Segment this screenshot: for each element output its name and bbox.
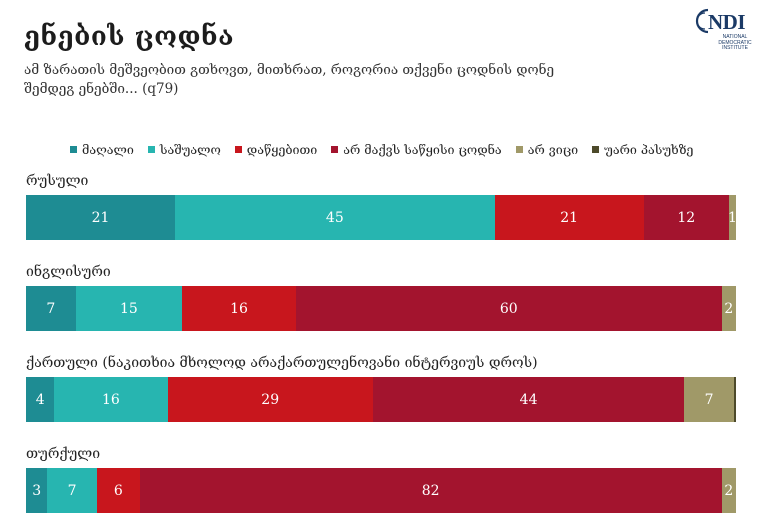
legend-label: არ ვიცი: [527, 141, 579, 157]
data-label: 21: [91, 209, 110, 226]
data-label: 7: [46, 300, 56, 317]
logo-text: NDI: [708, 10, 746, 34]
bar-row: 3 7 6 82 2: [26, 468, 736, 513]
bar-segment: 21: [26, 195, 176, 240]
legend-label: საშუალო: [159, 141, 221, 157]
chart-title: ენების ცოდნა: [24, 22, 235, 52]
data-label: 21: [560, 209, 579, 226]
legend-label: დაწყებითი: [246, 141, 318, 157]
data-label: 45: [325, 209, 344, 226]
data-label: 82: [421, 482, 440, 499]
bar-segment: 16: [54, 377, 168, 422]
bar-segment: 21: [494, 195, 644, 240]
data-label: 7: [67, 482, 77, 499]
bar-segment: 60: [295, 286, 722, 331]
data-label: 29: [261, 391, 280, 408]
globe-icon: [695, 8, 709, 34]
bar-segment: 12: [643, 195, 729, 240]
bar-segment: 16: [182, 286, 296, 331]
bar-row: 4 16 29 44 7: [26, 377, 736, 422]
bar-segment: 6: [97, 468, 140, 513]
legend-label: მაღალი: [82, 141, 134, 157]
bar-row: 21 45 21 12 1: [26, 195, 736, 240]
chart-legend: მაღალი საშუალო დაწყებითი არ მაქვს საწყისი ც…: [70, 140, 750, 158]
bar-segment: 7: [684, 377, 734, 422]
category-label: ქართული (ნაკითხია მხოლოდ არაქართულენოვან…: [26, 355, 538, 371]
data-label: 60: [499, 300, 518, 317]
legend-item: არ ვიცი: [515, 141, 579, 157]
legend-item: უარი პასუხზე: [592, 142, 693, 157]
bar-segment: 82: [139, 468, 722, 513]
data-label: 12: [677, 209, 696, 226]
data-label: 1: [728, 209, 736, 226]
legend-item: არ მაქვს საწყისი ცოდნა: [331, 141, 502, 157]
legend-label: უარი პასუხზე: [604, 141, 694, 157]
legend-swatch: [592, 145, 600, 153]
data-label: 44: [519, 391, 538, 408]
bar-segment: 3: [26, 468, 48, 513]
data-label: 3: [32, 482, 42, 499]
ndi-logo: NDI NATIONAL DEMOCRATIC INSTITUTE: [694, 8, 754, 54]
bar-segment: 7: [47, 468, 97, 513]
legend-label: არ მაქვს საწყისი ცოდნა: [343, 141, 502, 157]
data-label: 16: [102, 391, 120, 408]
data-label: 7: [704, 391, 714, 408]
legend-item: მაღალი: [70, 142, 134, 157]
data-label: 4: [35, 391, 45, 408]
bar-segment: 44: [372, 377, 685, 422]
bar-segment: 29: [167, 377, 373, 422]
legend-swatch: [234, 145, 242, 153]
bar-row: 7 15 16 60 2: [26, 286, 736, 331]
bar-segment: 15: [75, 286, 183, 331]
bar-segment: [733, 377, 736, 422]
data-label: 15: [120, 300, 138, 317]
data-label: 2: [724, 300, 734, 317]
bar-segment: 7: [26, 286, 76, 331]
bar-segment: 45: [175, 195, 495, 240]
chart-subtitle: ამ ზარათის მეშვეობით გთხოვთ, მითხრათ, რო…: [24, 62, 555, 97]
bar-segment: 2: [721, 286, 736, 331]
bar-segment: 1: [728, 195, 736, 240]
legend-swatch: [331, 145, 339, 153]
data-label: 16: [230, 300, 248, 317]
bar-segment: 2: [721, 468, 736, 513]
data-label: 6: [113, 482, 123, 499]
legend-item: საშუალო: [147, 141, 221, 157]
category-label: თურქული: [26, 446, 101, 462]
legend-item: დაწყებითი: [234, 141, 318, 157]
data-label: 2: [724, 482, 734, 499]
category-label: რუსული: [26, 173, 89, 189]
category-label: ინგლისური: [26, 264, 111, 280]
legend-swatch: [515, 145, 523, 153]
legend-swatch: [70, 145, 77, 153]
bar-segment: 4: [26, 377, 55, 422]
logo-subtitle: NATIONAL DEMOCRATIC INSTITUTE: [718, 34, 752, 51]
legend-swatch: [147, 145, 155, 153]
